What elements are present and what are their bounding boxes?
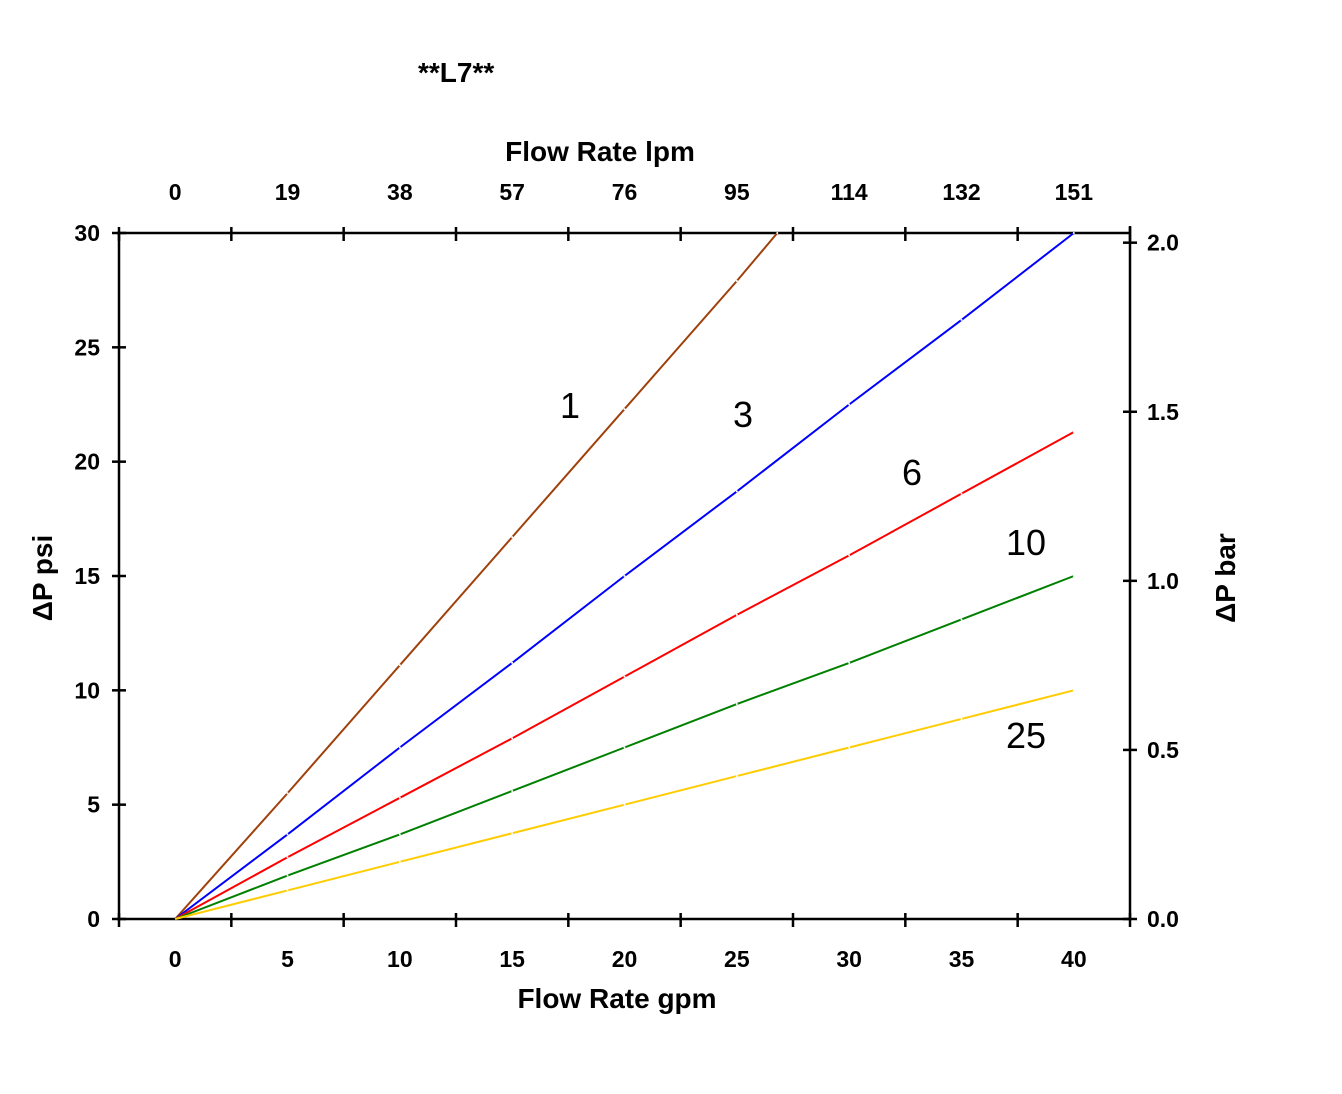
data-point-6 bbox=[1072, 430, 1075, 433]
data-point-3 bbox=[623, 575, 626, 577]
data-point-6 bbox=[398, 796, 401, 799]
data-point-25 bbox=[735, 775, 738, 778]
series-label-1: 1 bbox=[560, 385, 580, 426]
data-point-25 bbox=[1072, 689, 1075, 692]
data-point-1 bbox=[398, 664, 401, 667]
y-tick-label: 15 bbox=[74, 563, 100, 589]
data-point-6 bbox=[623, 675, 626, 678]
x2-tick-label: 114 bbox=[831, 179, 868, 205]
data-point-3 bbox=[848, 403, 851, 406]
x-tick-label: 30 bbox=[836, 946, 862, 972]
data-point-3 bbox=[286, 833, 289, 836]
bottom-axis-title: Flow Rate gpm bbox=[517, 983, 716, 1014]
x-tick-label: 10 bbox=[387, 946, 413, 972]
series-label-10: 10 bbox=[1006, 522, 1046, 563]
data-point-1 bbox=[511, 536, 514, 539]
data-point-25 bbox=[848, 746, 851, 749]
y-tick-label: 30 bbox=[74, 220, 100, 246]
data-point-1 bbox=[286, 792, 289, 795]
y-tick-label: 20 bbox=[74, 449, 100, 475]
y2-tick-label: 2.0 bbox=[1147, 230, 1179, 256]
data-point-3 bbox=[735, 490, 738, 493]
data-point-25 bbox=[286, 889, 289, 892]
data-point-1 bbox=[776, 232, 779, 234]
data-point-10 bbox=[511, 789, 514, 792]
x-tick-label: 15 bbox=[499, 946, 525, 972]
x2-tick-label: 38 bbox=[387, 179, 413, 205]
x-tick-label: 35 bbox=[949, 946, 975, 972]
x2-tick-label: 57 bbox=[499, 179, 525, 205]
series-line-1 bbox=[174, 232, 779, 920]
data-point-6 bbox=[960, 492, 963, 495]
series-line-6 bbox=[174, 431, 1075, 920]
data-point-25 bbox=[398, 860, 401, 863]
y2-tick-label: 0.0 bbox=[1147, 906, 1179, 932]
x2-tick-label: 151 bbox=[1055, 179, 1094, 205]
data-point-6 bbox=[848, 554, 851, 557]
x2-tick-label: 132 bbox=[942, 179, 980, 205]
x-tick-label: 40 bbox=[1061, 946, 1087, 972]
y-tick-label: 10 bbox=[74, 677, 100, 703]
x2-tick-label: 95 bbox=[724, 179, 750, 205]
x2-tick-label: 19 bbox=[275, 179, 301, 205]
x2-tick-label: 0 bbox=[169, 179, 182, 205]
series-label-25: 25 bbox=[1006, 715, 1046, 756]
x-tick-label: 25 bbox=[724, 946, 750, 972]
data-point-10 bbox=[286, 874, 289, 877]
data-point-10 bbox=[848, 661, 851, 664]
data-point-10 bbox=[960, 618, 963, 621]
y2-tick-label: 1.0 bbox=[1147, 568, 1179, 594]
data-point-6 bbox=[511, 737, 514, 740]
chart-title: **L7** bbox=[418, 57, 494, 88]
data-point-25 bbox=[960, 717, 963, 720]
y2-tick-label: 1.5 bbox=[1147, 399, 1179, 425]
data-point-3 bbox=[511, 661, 514, 664]
y2-tick-label: 0.5 bbox=[1147, 737, 1179, 763]
data-point-3 bbox=[1072, 232, 1075, 234]
data-point-6 bbox=[735, 613, 738, 616]
data-point-3 bbox=[960, 318, 963, 321]
left-axis-title: ΔP psi bbox=[27, 535, 58, 622]
data-point-25 bbox=[623, 803, 626, 806]
x2-tick-label: 76 bbox=[612, 179, 638, 205]
data-point-3 bbox=[398, 746, 401, 749]
series-label-6: 6 bbox=[902, 452, 922, 493]
x-tick-label: 20 bbox=[612, 946, 638, 972]
series-label-3: 3 bbox=[733, 394, 753, 435]
top-axis-title: Flow Rate lpm bbox=[505, 136, 695, 167]
x-tick-label: 5 bbox=[281, 946, 294, 972]
data-point-1 bbox=[623, 408, 626, 411]
right-axis-title: ΔP bar bbox=[1210, 533, 1241, 623]
x-tick-label: 0 bbox=[169, 946, 182, 972]
data-point-6 bbox=[286, 856, 289, 859]
y-tick-label: 25 bbox=[74, 334, 100, 360]
data-point-1 bbox=[735, 280, 738, 283]
data-point-10 bbox=[623, 746, 626, 749]
data-point-25 bbox=[511, 832, 514, 835]
y-tick-label: 0 bbox=[87, 906, 100, 932]
y-tick-label: 5 bbox=[87, 792, 100, 818]
data-point-10 bbox=[735, 703, 738, 706]
data-point-10 bbox=[398, 833, 401, 836]
data-point-10 bbox=[1072, 575, 1075, 577]
